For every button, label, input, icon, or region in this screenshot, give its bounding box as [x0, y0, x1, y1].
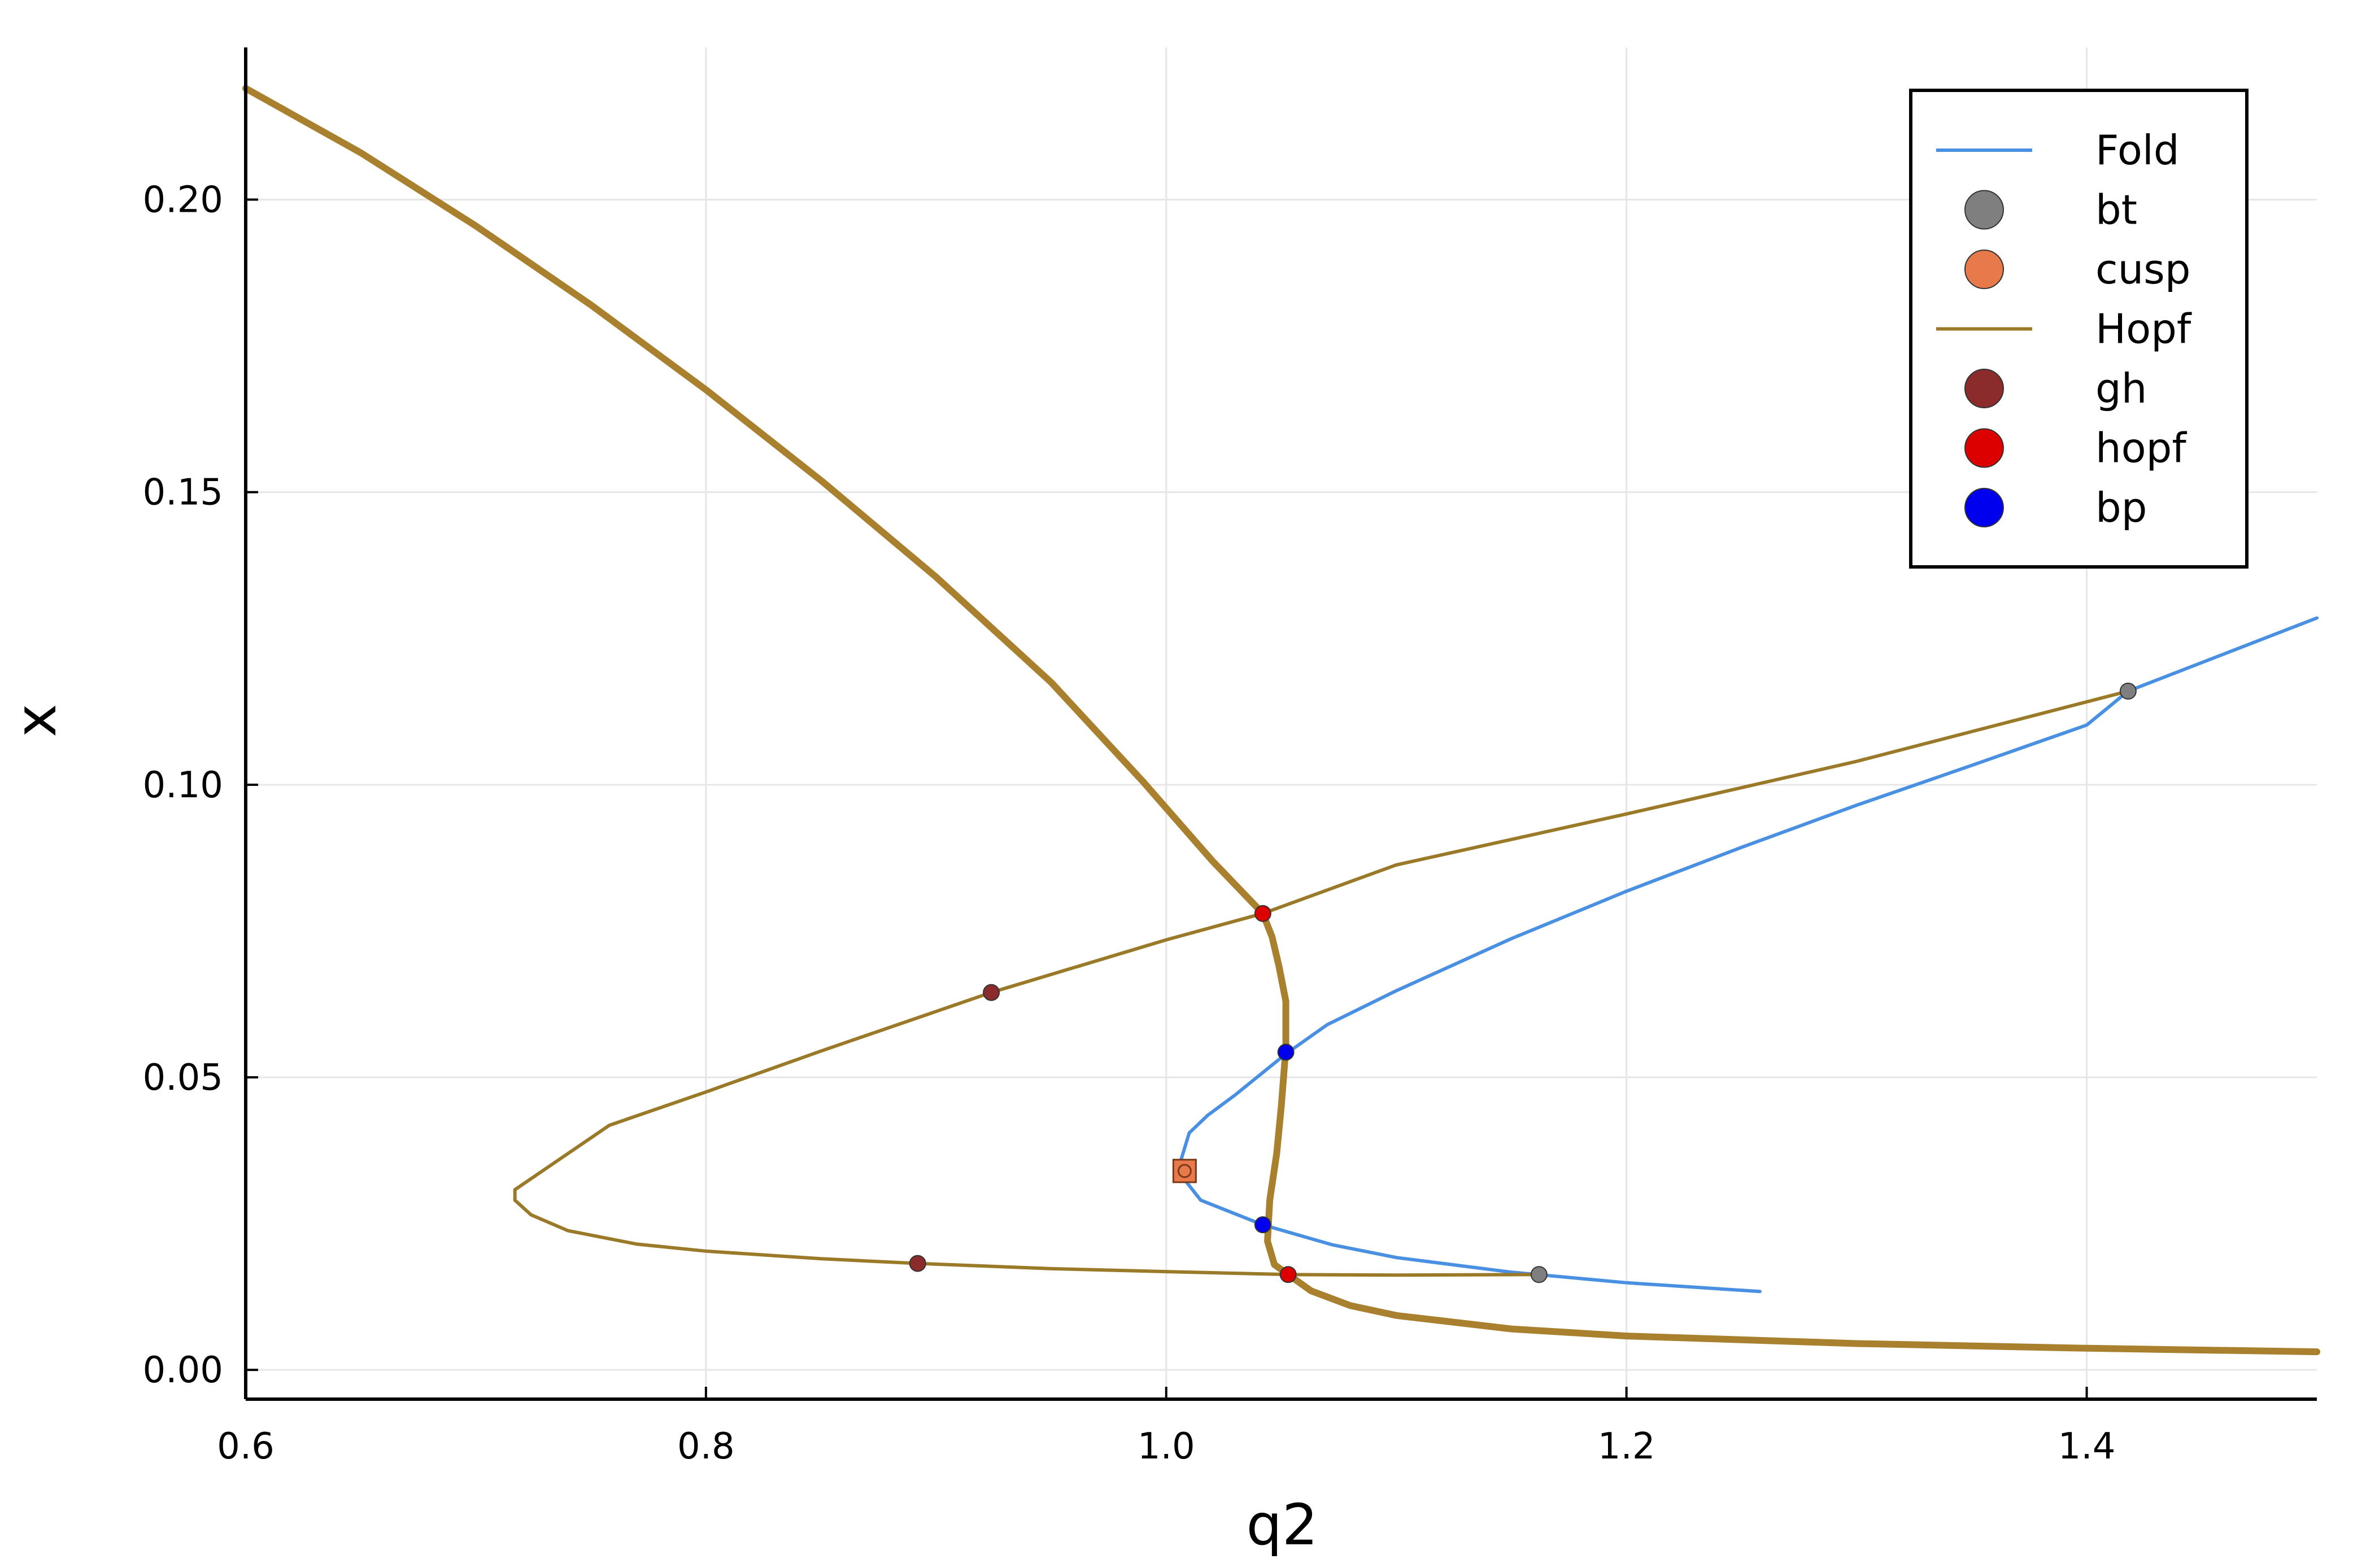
gh-marker — [983, 984, 1000, 1001]
x-tick-label: 1.0 — [1138, 1426, 1195, 1467]
legend-swatch-bt — [1964, 190, 2004, 230]
x-axis-title: q2 — [1246, 1492, 1318, 1558]
legend-label-cusp: cusp — [2095, 246, 2190, 293]
legend-swatch-hopf — [1964, 428, 2004, 468]
x-tick-label: 1.2 — [1598, 1426, 1655, 1467]
bp-marker — [1254, 1216, 1271, 1234]
gh-marker — [909, 1255, 926, 1272]
marker-layer — [909, 683, 2137, 1283]
legend-label-hopf: Hopf — [2095, 305, 2192, 353]
y-tick-label: 0.15 — [143, 472, 224, 514]
x-tick-label: 1.4 — [2058, 1426, 2116, 1467]
legend-swatch-gh — [1964, 369, 2004, 408]
cusp-marker-inner — [1177, 1164, 1192, 1178]
y-tick-label: 0.20 — [143, 179, 224, 221]
y-axis-title: x — [3, 704, 69, 737]
legend: Fold bt cusp Hopf gh hopf bp — [1909, 89, 2249, 569]
bp-marker — [1277, 1043, 1295, 1061]
x-tick-label: 0.8 — [677, 1426, 735, 1467]
x-tick-label: 0.6 — [217, 1426, 274, 1467]
hopf-marker — [1279, 1266, 1297, 1283]
hopf-curve — [513, 689, 2130, 1277]
y-tick-label: 0.00 — [143, 1349, 224, 1391]
axes — [244, 47, 2317, 1401]
legend-label-bp: bp — [2095, 484, 2147, 531]
y-tick-label: 0.10 — [143, 765, 224, 806]
legend-swatch-bp — [1964, 488, 2004, 527]
fold-curve — [1176, 616, 2319, 1173]
legend-swatch-cusp — [1964, 250, 2004, 289]
bt-marker — [2119, 683, 2137, 700]
legend-label-bt: bt — [2095, 186, 2137, 234]
bt-marker — [1530, 1266, 1548, 1283]
fold-curve — [1176, 1169, 1762, 1294]
legend-label-hopf: hopf — [2095, 425, 2187, 472]
y-tick-label: 0.05 — [143, 1057, 224, 1099]
legend-label-gh: gh — [2095, 365, 2147, 412]
tick-labels: 0.6 0.8 1.0 1.2 1.4 0.00 0.05 0.10 0.15 0.20 — [143, 179, 2116, 1467]
hopf-marker — [1254, 905, 1271, 922]
legend-label-fold: Fold — [2095, 126, 2180, 174]
